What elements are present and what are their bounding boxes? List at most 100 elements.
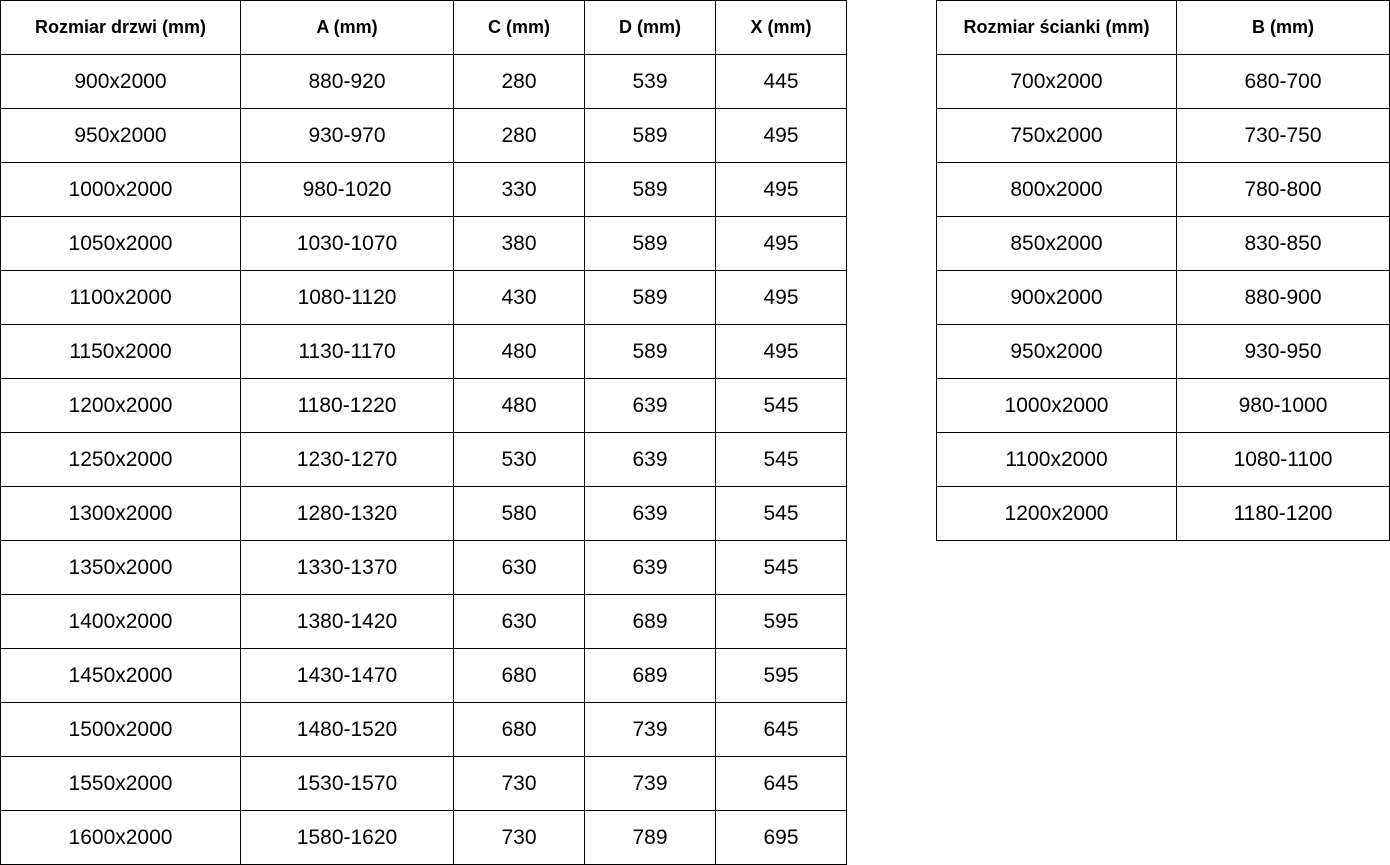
- table-cell: 545: [715, 378, 847, 433]
- table-cell: 589: [584, 216, 716, 271]
- table-cell: 495: [715, 216, 847, 271]
- table-cell: 830-850: [1176, 216, 1390, 271]
- table-cell: 1080-1120: [240, 270, 454, 325]
- table-cell: 1000x2000: [936, 378, 1177, 433]
- table-row: 800x2000 780-800: [936, 162, 1390, 217]
- table-row: 1100x2000 1080-1120 430 589 495: [0, 270, 847, 325]
- table-cell: 589: [584, 270, 716, 325]
- table-cell: 645: [715, 756, 847, 811]
- table-cell: 495: [715, 270, 847, 325]
- table-cell: 480: [453, 324, 585, 379]
- table-cell: 950x2000: [936, 324, 1177, 379]
- table-cell: 495: [715, 162, 847, 217]
- table-row: 1450x2000 1430-1470 680 689 595: [0, 648, 847, 703]
- table-header-row: Rozmiar ścianki (mm) B (mm): [936, 0, 1390, 55]
- column-header: A (mm): [240, 0, 454, 55]
- table-row: 1000x2000 980-1000: [936, 378, 1390, 433]
- table-cell: 689: [584, 594, 716, 649]
- table-cell: 1450x2000: [0, 648, 241, 703]
- table-cell: 1000x2000: [0, 162, 241, 217]
- table-cell: 1330-1370: [240, 540, 454, 595]
- table-cell: 680: [453, 702, 585, 757]
- table-cell: 1280-1320: [240, 486, 454, 541]
- table-cell: 695: [715, 810, 847, 865]
- table-cell: 880-920: [240, 54, 454, 109]
- table-cell: 1500x2000: [0, 702, 241, 757]
- table-cell: 430: [453, 270, 585, 325]
- table-cell: 639: [584, 378, 716, 433]
- column-header: C (mm): [453, 0, 585, 55]
- table-cell: 545: [715, 486, 847, 541]
- table-row: 1300x2000 1280-1320 580 639 545: [0, 486, 847, 541]
- table-cell: 330: [453, 162, 585, 217]
- table-cell: 700x2000: [936, 54, 1177, 109]
- table-cell: 539: [584, 54, 716, 109]
- table-cell: 589: [584, 162, 716, 217]
- table-cell: 800x2000: [936, 162, 1177, 217]
- table-row: 1000x2000 980-1020 330 589 495: [0, 162, 847, 217]
- table-cell: 780-800: [1176, 162, 1390, 217]
- table-cell: 630: [453, 594, 585, 649]
- table-cell: 930-970: [240, 108, 454, 163]
- column-header: X (mm): [715, 0, 847, 55]
- table-cell: 930-950: [1176, 324, 1390, 379]
- table-cell: 1130-1170: [240, 324, 454, 379]
- table-row: 1600x2000 1580-1620 730 789 695: [0, 810, 847, 865]
- table-cell: 1380-1420: [240, 594, 454, 649]
- table-cell: 645: [715, 702, 847, 757]
- table-row: 1350x2000 1330-1370 630 639 545: [0, 540, 847, 595]
- table-cell: 730: [453, 810, 585, 865]
- table-row: 900x2000 880-900: [936, 270, 1390, 325]
- table-cell: 530: [453, 432, 585, 487]
- table-cell: 480: [453, 378, 585, 433]
- table-row: 850x2000 830-850: [936, 216, 1390, 271]
- table-cell: 280: [453, 108, 585, 163]
- table-cell: 639: [584, 432, 716, 487]
- table-cell: 680-700: [1176, 54, 1390, 109]
- table-row: 1150x2000 1130-1170 480 589 495: [0, 324, 847, 379]
- table-row: 1100x2000 1080-1100: [936, 432, 1390, 487]
- column-header: Rozmiar ścianki (mm): [936, 0, 1177, 55]
- table-cell: 1100x2000: [0, 270, 241, 325]
- table-cell: 1200x2000: [0, 378, 241, 433]
- table-cell: 1180-1220: [240, 378, 454, 433]
- table-cell: 1580-1620: [240, 810, 454, 865]
- table-cell: 1430-1470: [240, 648, 454, 703]
- column-header: D (mm): [584, 0, 716, 55]
- table-cell: 1480-1520: [240, 702, 454, 757]
- table-cell: 739: [584, 702, 716, 757]
- table-cell: 730-750: [1176, 108, 1390, 163]
- table-cell: 589: [584, 108, 716, 163]
- table-row: 950x2000 930-970 280 589 495: [0, 108, 847, 163]
- table-cell: 580: [453, 486, 585, 541]
- table-cell: 1550x2000: [0, 756, 241, 811]
- table-cell: 730: [453, 756, 585, 811]
- table-cell: 630: [453, 540, 585, 595]
- door-size-table: Rozmiar drzwi (mm) A (mm) C (mm) D (mm) X (m…: [0, 0, 847, 865]
- column-header: Rozmiar drzwi (mm): [0, 0, 241, 55]
- table-cell: 280: [453, 54, 585, 109]
- table-row: 950x2000 930-950: [936, 324, 1390, 379]
- table-row: 900x2000 880-920 280 539 445: [0, 54, 847, 109]
- table-cell: 545: [715, 432, 847, 487]
- table-cell: 900x2000: [0, 54, 241, 109]
- table-cell: 789: [584, 810, 716, 865]
- table-cell: 1180-1200: [1176, 486, 1390, 541]
- table-row: 1550x2000 1530-1570 730 739 645: [0, 756, 847, 811]
- table-cell: 880-900: [1176, 270, 1390, 325]
- table-cell: 1100x2000: [936, 432, 1177, 487]
- table-cell: 1300x2000: [0, 486, 241, 541]
- table-cell: 445: [715, 54, 847, 109]
- table-row: 1050x2000 1030-1070 380 589 495: [0, 216, 847, 271]
- table-row: 1200x2000 1180-1200: [936, 486, 1390, 541]
- table-cell: 1600x2000: [0, 810, 241, 865]
- table-row: 1400x2000 1380-1420 630 689 595: [0, 594, 847, 649]
- table-cell: 1400x2000: [0, 594, 241, 649]
- table-cell: 639: [584, 540, 716, 595]
- table-cell: 950x2000: [0, 108, 241, 163]
- table-cell: 1250x2000: [0, 432, 241, 487]
- table-row: 1200x2000 1180-1220 480 639 545: [0, 378, 847, 433]
- table-cell: 689: [584, 648, 716, 703]
- table-cell: 1230-1270: [240, 432, 454, 487]
- table-cell: 900x2000: [936, 270, 1177, 325]
